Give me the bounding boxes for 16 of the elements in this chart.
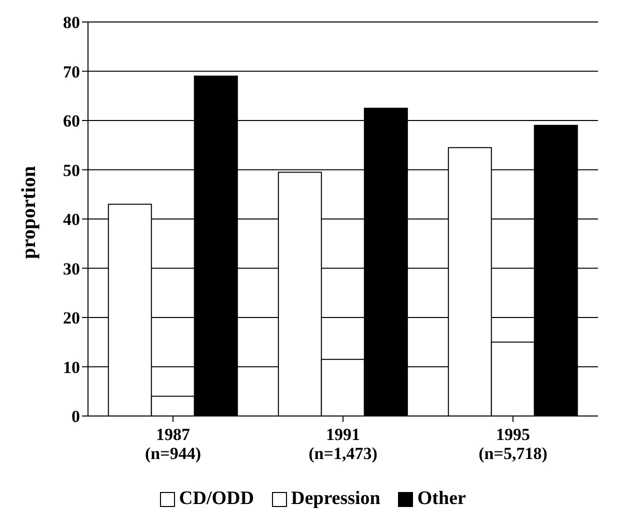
- legend-label: Other: [416, 488, 466, 510]
- x-tick-label: 1995 (n=5,718): [478, 425, 548, 463]
- y-tick-label: 80: [63, 13, 80, 32]
- y-tick-label: 20: [63, 308, 80, 328]
- y-tick-label: 50: [63, 160, 80, 180]
- y-tick-label: 10: [63, 358, 80, 377]
- y-axis-title: proportion: [18, 166, 40, 259]
- y-tick-label: 40: [63, 210, 80, 230]
- legend-label: CD/ODD: [178, 488, 254, 510]
- y-tick-label: 0: [72, 407, 80, 426]
- x-tick-label: 1991 (n=1,473): [308, 425, 378, 463]
- legend-label: Depression: [290, 488, 380, 510]
- y-tick-label: 70: [63, 62, 80, 82]
- x-tick-label: 1987 (n=944): [145, 425, 201, 463]
- y-tick-label: 60: [63, 112, 80, 131]
- y-tick-label: 30: [63, 259, 80, 278]
